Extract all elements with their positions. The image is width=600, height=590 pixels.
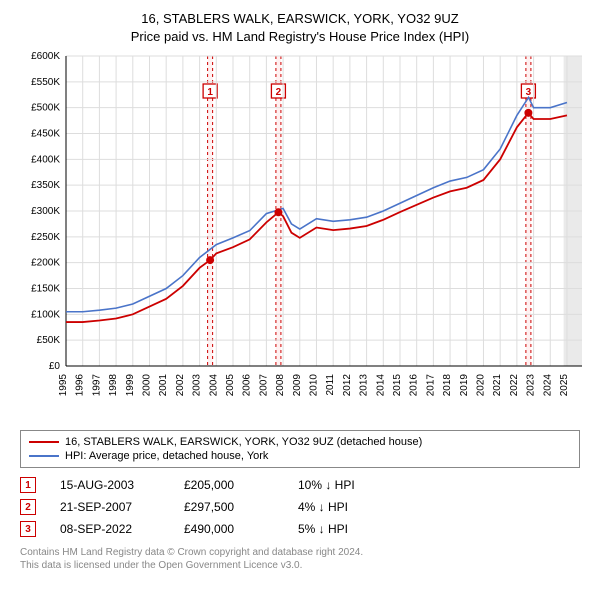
x-tick-label: 2020 bbox=[475, 374, 486, 397]
x-tick-label: 2022 bbox=[509, 374, 520, 397]
sale-markers-table: 1 15-AUG-2003 £205,000 10% ↓ HPI 2 21-SEP-200… bbox=[20, 474, 580, 540]
attribution-line-1: Contains HM Land Registry data © Crown c… bbox=[20, 546, 580, 559]
legend-item: 16, STABLERS WALK, EARSWICK, YORK, YO32 … bbox=[29, 435, 571, 449]
marker-price: £297,500 bbox=[184, 500, 274, 514]
x-tick-label: 2003 bbox=[192, 374, 203, 397]
x-tick-label: 2021 bbox=[492, 374, 503, 397]
sale-dot bbox=[524, 109, 532, 117]
y-tick-label: £300K bbox=[31, 206, 60, 217]
y-tick-label: £600K bbox=[31, 51, 60, 62]
legend: 16, STABLERS WALK, EARSWICK, YORK, YO32 … bbox=[20, 430, 580, 468]
y-tick-label: £500K bbox=[31, 103, 60, 114]
y-tick-label: £450K bbox=[31, 129, 60, 140]
marker-row: 1 15-AUG-2003 £205,000 10% ↓ HPI bbox=[20, 474, 580, 496]
x-tick-label: 2010 bbox=[308, 374, 319, 397]
x-tick-label: 2019 bbox=[459, 374, 470, 397]
y-tick-label: £550K bbox=[31, 77, 60, 88]
sale-band-number: 2 bbox=[276, 87, 282, 98]
marker-date: 21-SEP-2007 bbox=[60, 500, 160, 514]
marker-date: 15-AUG-2003 bbox=[60, 478, 160, 492]
chart-svg: 123£0£50K£100K£150K£200K£250K£300K£350K£… bbox=[10, 46, 590, 426]
x-tick-label: 2011 bbox=[325, 374, 336, 396]
marker-delta: 4% ↓ HPI bbox=[298, 500, 388, 514]
y-tick-label: £0 bbox=[49, 361, 61, 372]
marker-price: £205,000 bbox=[184, 478, 274, 492]
sale-dot bbox=[274, 209, 282, 217]
y-tick-label: £400K bbox=[31, 155, 60, 166]
y-tick-label: £150K bbox=[31, 284, 60, 295]
x-tick-label: 2025 bbox=[559, 374, 570, 397]
sale-band-number: 1 bbox=[207, 87, 213, 98]
x-tick-label: 1996 bbox=[75, 374, 86, 397]
marker-price: £490,000 bbox=[184, 522, 274, 536]
x-tick-label: 2009 bbox=[292, 374, 303, 397]
x-tick-label: 2008 bbox=[275, 374, 286, 397]
marker-delta: 5% ↓ HPI bbox=[298, 522, 388, 536]
x-tick-label: 2017 bbox=[425, 374, 436, 397]
x-tick-label: 1999 bbox=[125, 374, 136, 397]
attribution-line-2: This data is licensed under the Open Gov… bbox=[20, 559, 580, 572]
marker-delta: 10% ↓ HPI bbox=[298, 478, 388, 492]
title-line-2: Price paid vs. HM Land Registry's House … bbox=[10, 28, 590, 46]
y-tick-label: £50K bbox=[37, 336, 61, 347]
x-tick-label: 1995 bbox=[58, 374, 69, 397]
x-tick-label: 2024 bbox=[542, 374, 553, 397]
attribution: Contains HM Land Registry data © Crown c… bbox=[20, 546, 580, 572]
x-tick-label: 2014 bbox=[375, 374, 386, 397]
marker-date: 08-SEP-2022 bbox=[60, 522, 160, 536]
y-tick-label: £350K bbox=[31, 181, 60, 192]
marker-row: 2 21-SEP-2007 £297,500 4% ↓ HPI bbox=[20, 496, 580, 518]
title-line-1: 16, STABLERS WALK, EARSWICK, YORK, YO32 … bbox=[10, 10, 590, 28]
y-tick-label: £100K bbox=[31, 310, 60, 321]
line-chart: 123£0£50K£100K£150K£200K£250K£300K£350K£… bbox=[10, 46, 590, 426]
x-tick-label: 2000 bbox=[141, 374, 152, 397]
x-tick-label: 2018 bbox=[442, 374, 453, 397]
legend-swatch bbox=[29, 455, 59, 457]
x-tick-label: 2012 bbox=[342, 374, 353, 397]
legend-label: 16, STABLERS WALK, EARSWICK, YORK, YO32 … bbox=[65, 436, 422, 448]
x-tick-label: 2005 bbox=[225, 374, 236, 397]
chart-title: 16, STABLERS WALK, EARSWICK, YORK, YO32 … bbox=[10, 10, 590, 46]
y-tick-label: £200K bbox=[31, 258, 60, 269]
x-tick-label: 2001 bbox=[158, 374, 169, 397]
x-tick-label: 1998 bbox=[108, 374, 119, 397]
marker-row: 3 08-SEP-2022 £490,000 5% ↓ HPI bbox=[20, 518, 580, 540]
marker-badge: 1 bbox=[20, 477, 36, 493]
marker-badge: 2 bbox=[20, 499, 36, 515]
x-tick-label: 2016 bbox=[409, 374, 420, 397]
sale-dot bbox=[206, 256, 214, 264]
x-tick-label: 2006 bbox=[242, 374, 253, 397]
x-tick-label: 2015 bbox=[392, 374, 403, 397]
legend-swatch bbox=[29, 441, 59, 443]
x-tick-label: 2013 bbox=[359, 374, 370, 397]
x-tick-label: 2023 bbox=[526, 374, 537, 397]
marker-badge: 3 bbox=[20, 521, 36, 537]
legend-item: HPI: Average price, detached house, York bbox=[29, 449, 571, 463]
legend-label: HPI: Average price, detached house, York bbox=[65, 450, 268, 462]
x-tick-label: 2002 bbox=[175, 374, 186, 397]
y-tick-label: £250K bbox=[31, 232, 60, 243]
x-tick-label: 2007 bbox=[258, 374, 269, 397]
x-tick-label: 2004 bbox=[208, 374, 219, 397]
x-tick-label: 1997 bbox=[91, 374, 102, 397]
